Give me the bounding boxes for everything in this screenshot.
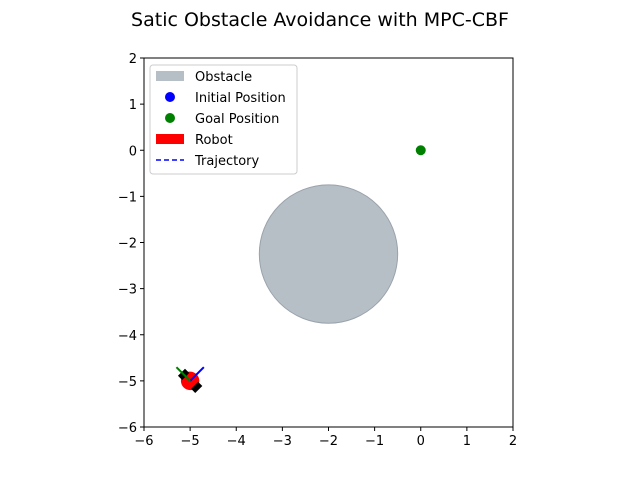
x-tick-label: −2 <box>319 434 338 449</box>
x-tick-label: −6 <box>134 434 153 449</box>
plot-content <box>175 145 426 394</box>
legend-box <box>149 64 298 175</box>
x-tick-label: 1 <box>463 434 471 449</box>
legend: Obstacle Initial Position Goal Position Rob… <box>149 64 298 175</box>
legend-label: Initial Position <box>195 91 286 106</box>
legend-label: Obstacle <box>195 70 252 85</box>
x-tick-label: 2 <box>509 434 517 449</box>
y-tick-label: −4 <box>118 329 137 344</box>
robot <box>175 366 205 394</box>
robot-heading-axis <box>189 366 205 382</box>
x-tick-label: −1 <box>365 434 384 449</box>
y-tick-label: −3 <box>118 283 137 298</box>
x-tick-label: −5 <box>181 434 200 449</box>
legend-marker <box>165 113 175 123</box>
legend-label: Robot <box>195 133 233 148</box>
y-tick-label: −6 <box>118 421 137 436</box>
robot-wheel-right <box>190 381 203 394</box>
y-tick-label: −5 <box>118 375 137 390</box>
x-tick-label: −4 <box>227 434 246 449</box>
y-tick-label: −1 <box>118 190 137 205</box>
x-tick-label: −3 <box>273 434 292 449</box>
legend-label: Goal Position <box>195 112 279 127</box>
obstacle-circle <box>258 184 399 324</box>
chart-title: Satic Obstacle Avoidance with MPC-CBF <box>131 9 509 31</box>
y-axis: −6 −5 −4 −3 −2 −1 0 1 2 <box>118 52 144 436</box>
legend-swatch <box>156 71 184 81</box>
legend-swatch <box>156 134 184 144</box>
x-tick-label: 0 <box>417 434 425 449</box>
goal-position-marker <box>415 145 426 156</box>
y-tick-label: 1 <box>129 98 137 113</box>
axes: −6 −5 −4 −3 −2 −1 0 1 2 −6 −5 −4 −3 −2 −1 0 1 2 <box>118 52 517 449</box>
x-axis: −6 −5 −4 −3 −2 −1 0 1 2 <box>134 427 517 449</box>
legend-label: Trajectory <box>194 154 259 169</box>
legend-marker <box>165 92 175 102</box>
y-tick-label: 0 <box>129 144 137 159</box>
y-tick-label: −2 <box>118 237 137 252</box>
robot-lateral-axis <box>175 366 191 382</box>
y-tick-label: 2 <box>129 52 137 67</box>
